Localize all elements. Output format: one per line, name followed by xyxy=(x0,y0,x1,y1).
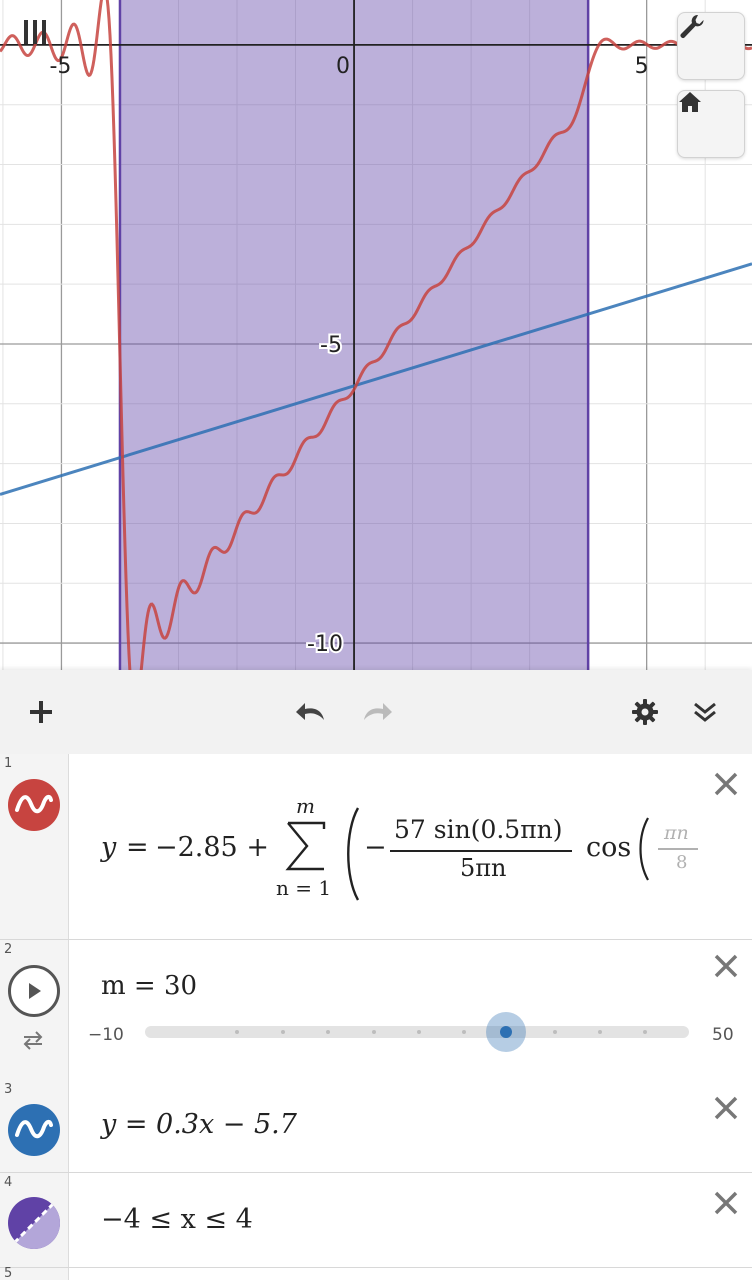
truncated-fraction: πn 8 xyxy=(654,822,752,878)
double-chevron-down-icon xyxy=(694,702,716,722)
slider-thumb-center xyxy=(499,1026,512,1038)
expression-settings-button[interactable] xyxy=(620,688,670,736)
expression-number: 1 xyxy=(4,756,13,771)
menu-button[interactable] xyxy=(22,18,62,58)
cos-left-paren xyxy=(639,817,649,881)
x-tick-label: 5 xyxy=(635,54,649,79)
linear-curve xyxy=(0,262,752,496)
slider-thumb[interactable] xyxy=(485,1012,526,1052)
expression-row-2[interactable]: 2 m = 30 −10 50 xyxy=(0,940,752,1081)
slider-max[interactable]: 50 xyxy=(712,1025,734,1045)
slider-step-dot xyxy=(326,1030,330,1034)
slider-step-dot xyxy=(553,1030,557,1034)
graph-plot[interactable]: -5 0 5 -5 -10 xyxy=(0,0,752,670)
y-tick-label: -10 xyxy=(307,632,343,657)
expression-number: 2 xyxy=(4,942,13,957)
expression-row-3[interactable]: 3 y = 0.3x − 5.7 xyxy=(0,1080,752,1173)
loop-icon xyxy=(23,1031,43,1050)
expression-gutter: 1 xyxy=(0,754,69,939)
shaded-region-icon xyxy=(8,1197,60,1249)
loop-mode-button[interactable] xyxy=(20,1028,46,1056)
home-button[interactable] xyxy=(677,90,745,158)
slider-step-dot xyxy=(462,1030,466,1034)
slider-step-dot xyxy=(598,1030,602,1034)
slider-step-dot xyxy=(417,1030,421,1034)
close-icon xyxy=(714,1096,738,1120)
close-icon xyxy=(714,954,738,978)
slider-track[interactable] xyxy=(145,1026,689,1038)
collapse-list-button[interactable] xyxy=(680,688,730,736)
home-icon xyxy=(679,92,701,112)
x-tick-label: 0 xyxy=(336,54,350,79)
expression-equals: = xyxy=(126,832,149,863)
wave-icon xyxy=(15,1119,53,1139)
sum-upper-limit: m xyxy=(296,794,315,818)
expression-gutter: 5 xyxy=(0,1266,69,1281)
curve-color-icon[interactable] xyxy=(8,779,60,831)
cos-function: cos xyxy=(586,832,632,863)
expression-number: 3 xyxy=(4,1082,13,1097)
plus-icon xyxy=(30,701,52,723)
menu-icon xyxy=(24,20,46,44)
slider-min[interactable]: −10 xyxy=(88,1025,124,1045)
expression-lhs: y xyxy=(101,832,117,863)
expression-gutter: 2 xyxy=(0,940,69,1080)
expression-gutter: 3 xyxy=(0,1080,69,1172)
sigma-symbol xyxy=(285,821,326,871)
slider-step-dot xyxy=(372,1030,376,1034)
expression-row-1[interactable]: 1 y = −2.85 + m n = 1 − 57 sin(0.5πn) 5π… xyxy=(0,754,752,940)
delete-expression-button[interactable] xyxy=(710,950,742,982)
minus-sign: − xyxy=(364,832,387,863)
expression-constant: −2.85 + xyxy=(155,832,269,863)
wave-icon xyxy=(15,794,53,814)
left-paren xyxy=(347,807,360,901)
slider-expression: m = 30 xyxy=(101,971,198,1001)
redo-button[interactable] xyxy=(352,688,402,736)
slider-step-dot xyxy=(643,1030,647,1034)
close-icon xyxy=(714,1191,738,1215)
add-item-button[interactable] xyxy=(16,688,66,736)
gear-icon xyxy=(632,699,658,725)
expression-gutter: 4 xyxy=(0,1173,69,1267)
graph-canvas[interactable]: -5 0 5 -5 -10 xyxy=(0,0,752,670)
fraction-denominator: 5πn xyxy=(460,854,507,882)
fraction-bar xyxy=(390,850,572,852)
fraction-numerator: 57 sin(0.5πn) xyxy=(394,815,563,844)
redo-icon xyxy=(364,703,392,720)
expression-number: 5 xyxy=(4,1266,13,1281)
expression-number: 4 xyxy=(4,1175,13,1190)
close-icon xyxy=(714,772,738,796)
y-tick-label: -5 xyxy=(320,333,342,358)
delete-expression-button[interactable] xyxy=(710,1092,742,1124)
play-icon xyxy=(29,983,41,999)
expression-row-4[interactable]: 4 −4 ≤ x ≤ 4 xyxy=(0,1173,752,1268)
expression-row-5[interactable]: 5 xyxy=(0,1266,752,1281)
slider-step-dot xyxy=(281,1030,285,1034)
x-tick-label: -5 xyxy=(49,54,71,79)
fourier-curve xyxy=(0,0,752,670)
sum-lower-limit: n = 1 xyxy=(276,876,332,900)
region-color-icon[interactable] xyxy=(8,1197,60,1249)
undo-icon xyxy=(296,703,324,720)
delete-expression-button[interactable] xyxy=(710,1187,742,1219)
expression-text[interactable]: y = 0.3x − 5.7 xyxy=(101,1109,297,1140)
slider-step-dot xyxy=(235,1030,239,1034)
curve-color-icon[interactable] xyxy=(8,1104,60,1156)
expression-toolbar xyxy=(0,670,752,755)
wrench-icon xyxy=(680,14,704,38)
play-button[interactable] xyxy=(8,965,60,1017)
delete-expression-button[interactable] xyxy=(710,768,742,800)
expression-text[interactable]: −4 ≤ x ≤ 4 xyxy=(101,1204,253,1235)
undo-button[interactable] xyxy=(286,688,336,736)
graph-settings-button[interactable] xyxy=(677,12,745,80)
